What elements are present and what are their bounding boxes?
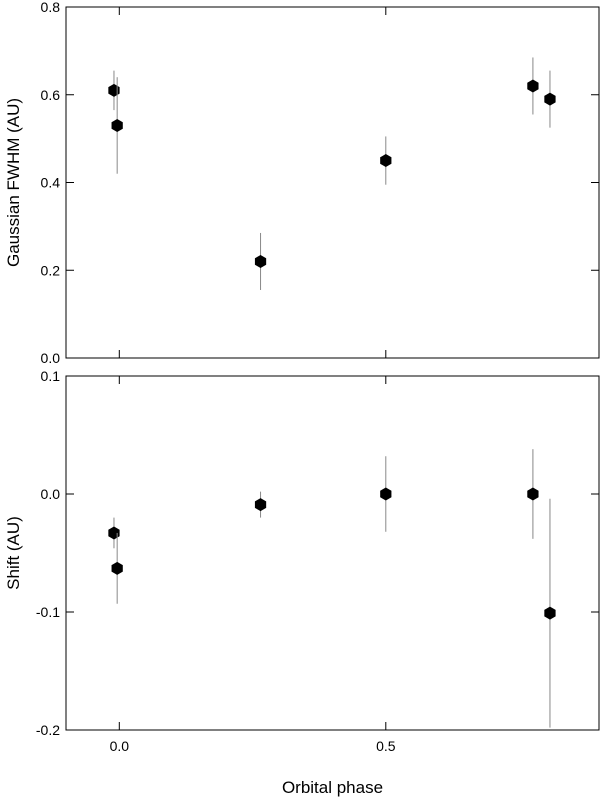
marker: [111, 118, 123, 132]
y-tick-label: -0.2: [36, 722, 60, 738]
y-tick-label: 0.6: [41, 87, 61, 103]
marker: [254, 498, 267, 512]
y-tick-label: 0.1: [41, 368, 61, 384]
marker: [380, 487, 392, 501]
plot-frame: [65, 6, 600, 359]
y-axis-label: Shift (AU): [4, 516, 23, 590]
y-tick-label: -0.1: [36, 604, 60, 620]
y-tick-label: 0.2: [41, 262, 61, 278]
y-tick-label: 0.8: [41, 0, 61, 15]
marker: [108, 526, 120, 540]
y-tick-label: 0.0: [41, 486, 61, 502]
y-tick-label: 0.0: [41, 350, 61, 366]
x-axis-label: Orbital phase: [282, 778, 383, 797]
y-tick-label: 0.4: [41, 175, 61, 191]
marker: [544, 606, 556, 620]
marker: [527, 487, 539, 501]
y-axis-label: Gaussian FWHM (AU): [4, 98, 23, 267]
marker: [108, 83, 120, 97]
x-tick-label: 0.5: [376, 738, 396, 754]
marker: [544, 92, 556, 106]
marker: [380, 154, 392, 168]
marker: [527, 79, 539, 93]
marker: [254, 254, 267, 268]
plot-frame: [65, 375, 600, 731]
x-tick-label: 0.0: [110, 738, 130, 754]
marker: [111, 561, 123, 575]
